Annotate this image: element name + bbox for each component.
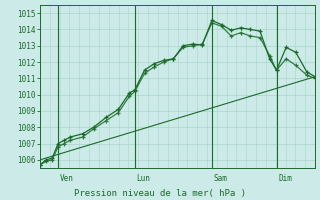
Text: Ven: Ven <box>60 174 73 183</box>
Text: Dim: Dim <box>278 174 292 183</box>
Text: Pression niveau de la mer( hPa ): Pression niveau de la mer( hPa ) <box>74 189 246 198</box>
Text: Sam: Sam <box>213 174 227 183</box>
Text: Lun: Lun <box>136 174 150 183</box>
